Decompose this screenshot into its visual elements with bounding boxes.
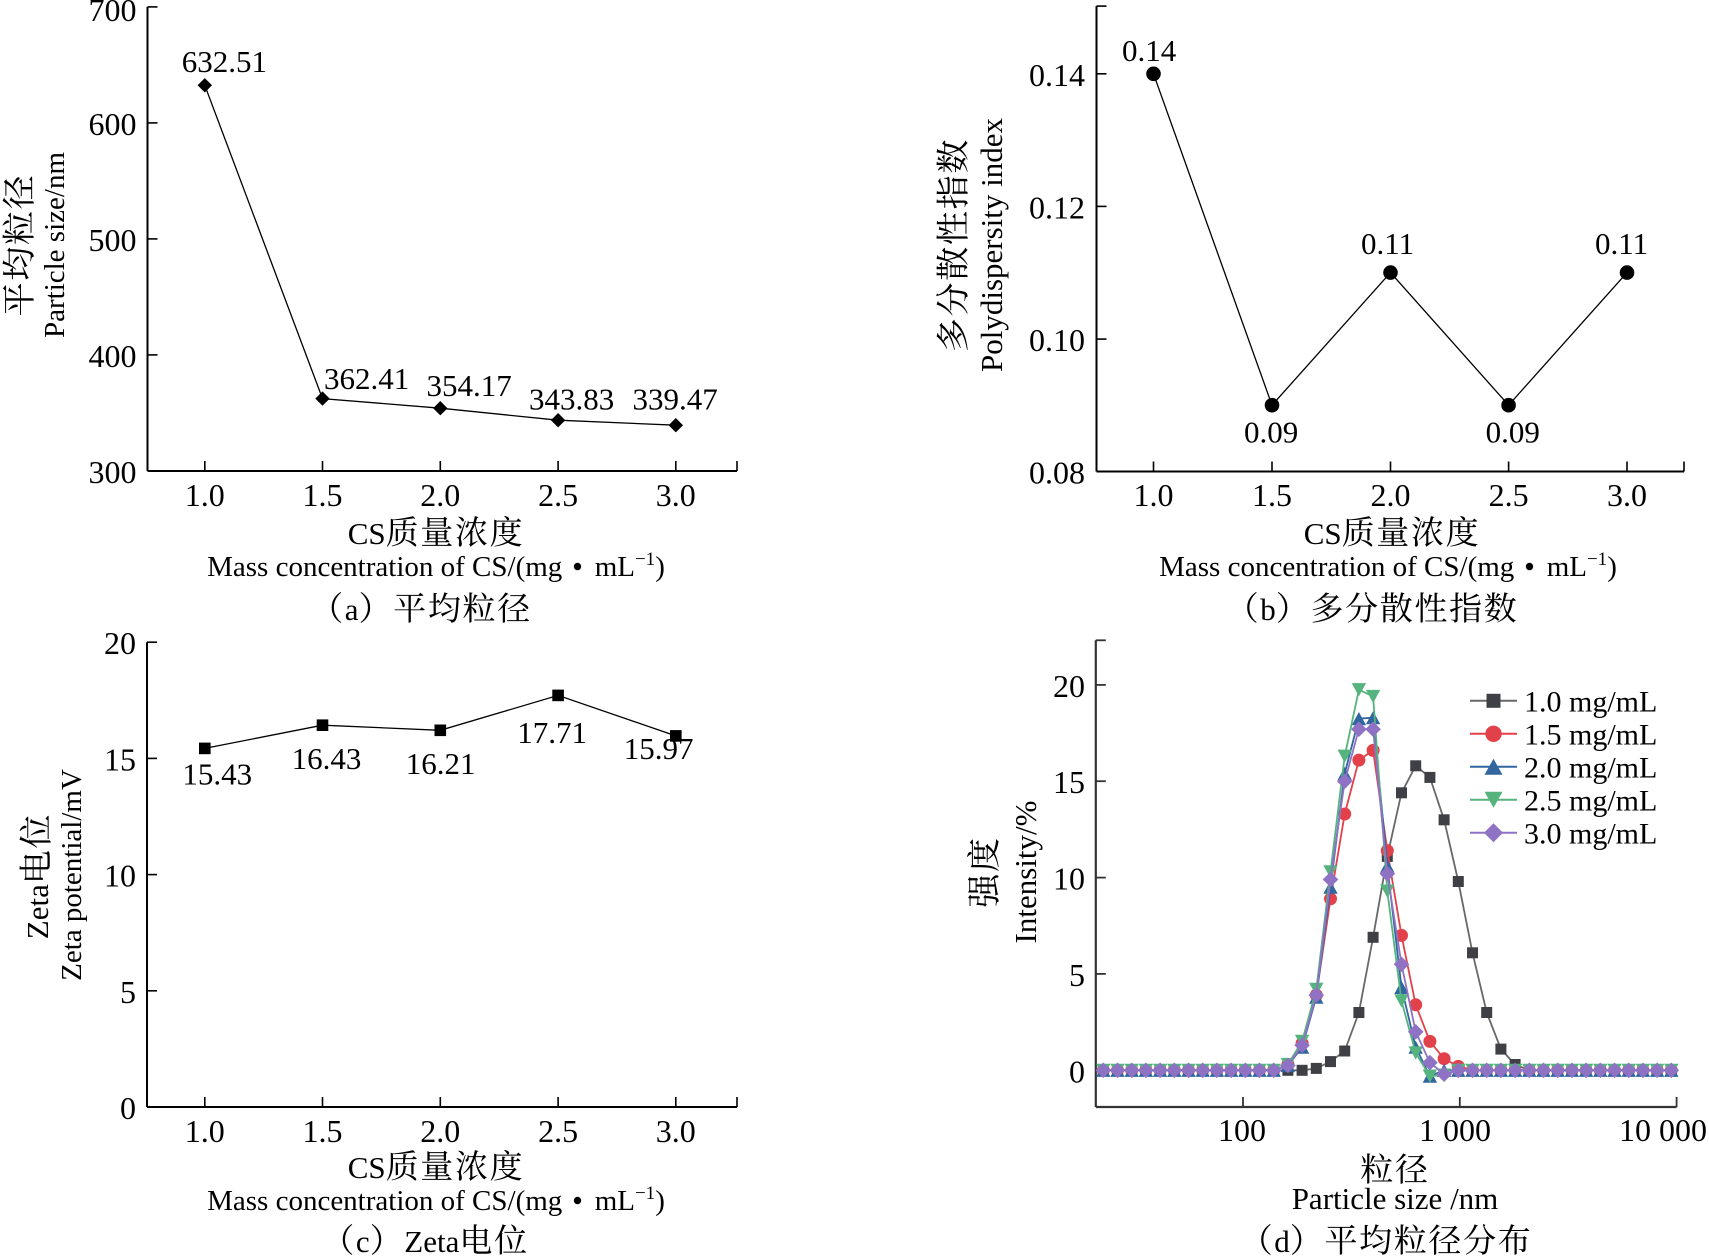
svg-text:100: 100 [1218, 1112, 1266, 1148]
svg-text:300: 300 [89, 454, 137, 490]
svg-text:2.5: 2.5 [538, 477, 578, 513]
svg-text:2.0 mg/mL: 2.0 mg/mL [1524, 751, 1657, 784]
svg-text:20: 20 [104, 625, 136, 661]
svg-text:3.0: 3.0 [656, 477, 696, 513]
svg-text:0.11: 0.11 [1361, 226, 1414, 261]
svg-text:632.51: 632.51 [182, 44, 267, 79]
svg-text:CS: CS [348, 1150, 386, 1185]
svg-text:10: 10 [1053, 861, 1085, 897]
svg-text:mL−1): mL−1) [1547, 549, 1617, 583]
svg-text:c: c [356, 1224, 370, 1258]
svg-text:20: 20 [1053, 668, 1085, 704]
svg-text:CS: CS [348, 516, 386, 551]
svg-text:5: 5 [120, 974, 136, 1010]
svg-text:Mass concentration of CS/(mg: Mass concentration of CS/(mg [207, 1185, 562, 1217]
svg-text:2.5 mg/mL: 2.5 mg/mL [1524, 784, 1657, 817]
svg-text:0.11: 0.11 [1595, 226, 1648, 261]
svg-text:0.08: 0.08 [1029, 455, 1085, 491]
svg-text:Particle size /nm: Particle size /nm [1292, 1181, 1499, 1216]
svg-text:1.5: 1.5 [303, 477, 343, 513]
svg-text:343.83: 343.83 [529, 382, 614, 417]
svg-text:1.0: 1.0 [185, 1113, 225, 1149]
svg-text:1 000: 1 000 [1419, 1112, 1491, 1148]
svg-text:500: 500 [89, 222, 137, 258]
svg-text:mL−1): mL−1) [595, 1183, 665, 1217]
svg-text:1.5: 1.5 [303, 1113, 343, 1149]
svg-text:Zeta potential/mV: Zeta potential/mV [56, 769, 88, 981]
svg-text:Polydispersity index: Polydispersity index [974, 117, 1009, 372]
svg-text:15.43: 15.43 [182, 757, 252, 792]
svg-text:700: 700 [89, 0, 137, 28]
svg-text:Zeta: Zeta [404, 1224, 459, 1258]
svg-text:400: 400 [89, 338, 137, 374]
svg-text:Particle size/nm: Particle size/nm [39, 152, 71, 338]
svg-text:2.0: 2.0 [420, 1113, 460, 1149]
svg-text:1.0: 1.0 [1134, 477, 1174, 513]
svg-text:1.0: 1.0 [185, 477, 225, 513]
svg-text:Mass concentration of CS/(mg: Mass concentration of CS/(mg [207, 551, 562, 583]
svg-text:mL−1): mL−1) [595, 549, 665, 583]
svg-text:0: 0 [1069, 1053, 1085, 1089]
svg-text:0.09: 0.09 [1244, 415, 1298, 450]
svg-text:Zeta: Zeta [20, 884, 55, 939]
svg-text:Intensity/%: Intensity/% [1008, 801, 1043, 944]
svg-text:0.14: 0.14 [1122, 33, 1177, 68]
svg-text:a: a [345, 592, 359, 627]
svg-text:2.0: 2.0 [420, 477, 460, 513]
svg-text:2.0: 2.0 [1371, 477, 1411, 513]
svg-text:d: d [1274, 1224, 1290, 1258]
svg-text:Mass concentration of CS/(mg: Mass concentration of CS/(mg [1159, 551, 1514, 583]
svg-text:0.09: 0.09 [1486, 415, 1540, 450]
svg-text:3.0: 3.0 [1607, 477, 1647, 513]
svg-text:0.10: 0.10 [1029, 322, 1085, 358]
svg-text:3.0: 3.0 [656, 1113, 696, 1149]
svg-text:339.47: 339.47 [633, 382, 718, 417]
svg-text:10: 10 [104, 858, 136, 894]
svg-text:0.12: 0.12 [1029, 189, 1085, 225]
svg-text:10 000: 10 000 [1619, 1112, 1707, 1148]
svg-text:3.0 mg/mL: 3.0 mg/mL [1524, 817, 1657, 850]
svg-text:16.43: 16.43 [292, 741, 362, 776]
svg-text:1.5 mg/mL: 1.5 mg/mL [1524, 718, 1657, 751]
svg-text:15.97: 15.97 [624, 731, 694, 766]
svg-text:2.5: 2.5 [538, 1113, 578, 1149]
svg-text:CS: CS [1304, 516, 1342, 551]
svg-text:362.41: 362.41 [324, 361, 409, 396]
svg-text:1.0 mg/mL: 1.0 mg/mL [1524, 685, 1657, 718]
svg-text:17.71: 17.71 [517, 715, 587, 750]
svg-text:15: 15 [1053, 764, 1085, 800]
svg-text:2.5: 2.5 [1489, 477, 1529, 513]
svg-text:b: b [1260, 592, 1276, 627]
svg-text:15: 15 [104, 741, 136, 777]
svg-text:600: 600 [89, 106, 137, 142]
svg-text:5: 5 [1069, 957, 1085, 993]
svg-text:1.5: 1.5 [1252, 477, 1292, 513]
svg-text:354.17: 354.17 [427, 368, 512, 403]
svg-text:16.21: 16.21 [406, 746, 476, 781]
svg-text:0.14: 0.14 [1029, 57, 1085, 93]
svg-text:0: 0 [120, 1090, 136, 1126]
